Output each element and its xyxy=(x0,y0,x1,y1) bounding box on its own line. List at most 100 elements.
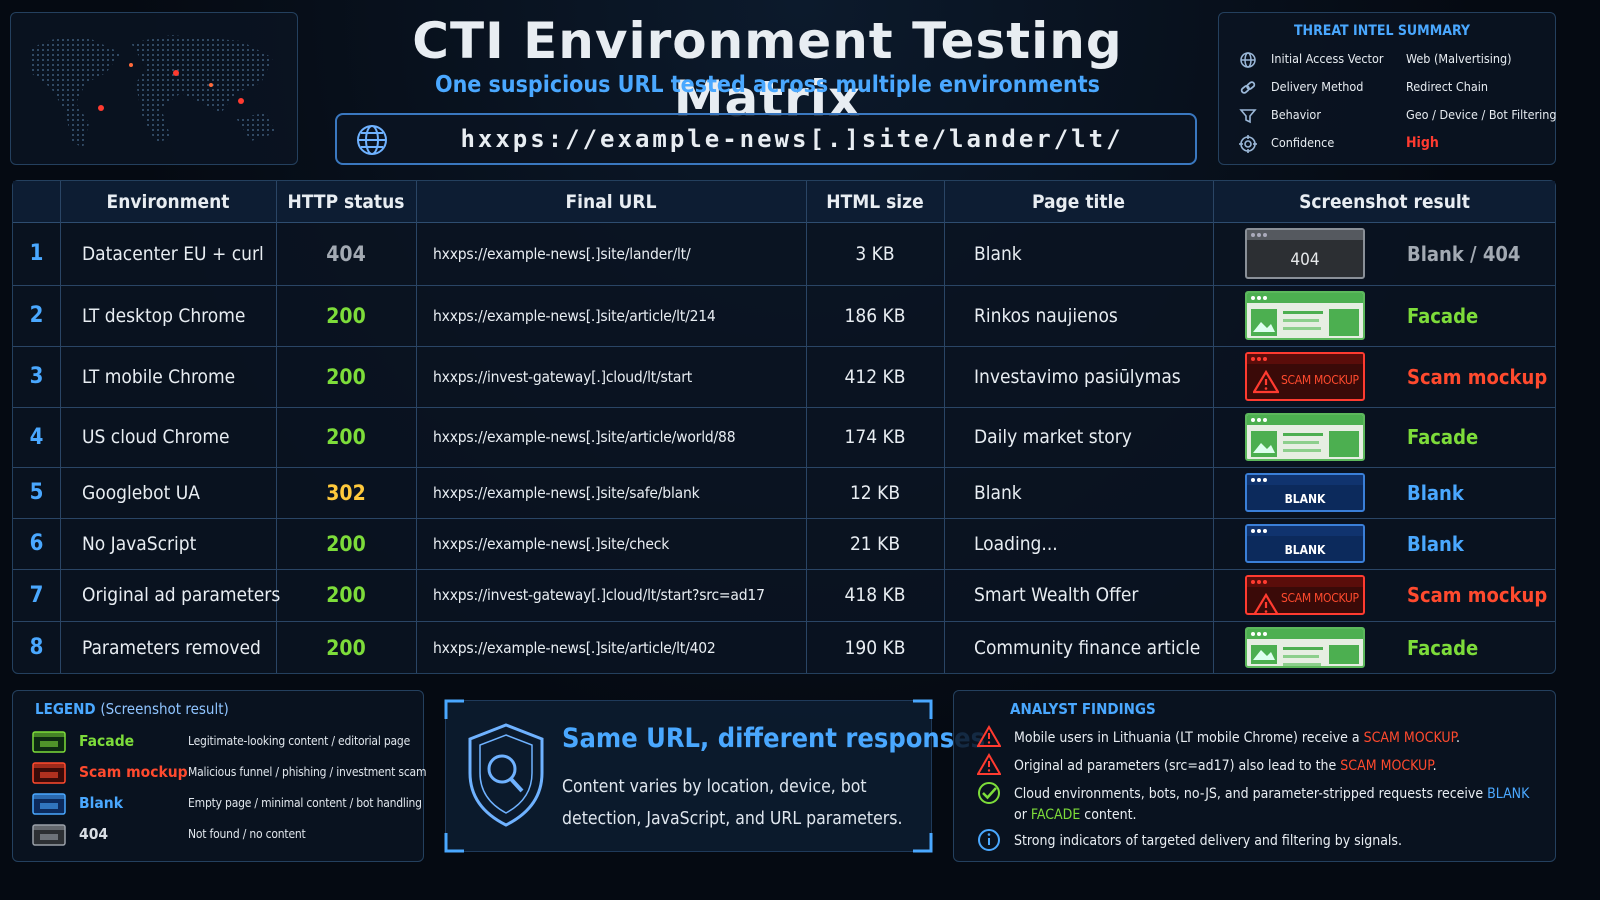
thumb-label: BLANK xyxy=(1284,542,1326,557)
finding-text: Mobile users in Lithuania (LT mobile Chr… xyxy=(1014,728,1534,749)
http-status: 200 xyxy=(326,303,366,328)
column-header: Environment xyxy=(106,190,230,213)
warning-icon xyxy=(1253,370,1279,394)
thumb-label: 404 xyxy=(1290,249,1320,270)
screenshot-thumb xyxy=(1245,291,1365,340)
screenshot-result: Blank xyxy=(1407,480,1464,505)
thumb-bar xyxy=(1247,629,1363,639)
thumb-bar xyxy=(1247,230,1363,240)
shield-icon xyxy=(468,723,544,827)
final-url: hxxps://example-news[.]site/article/lt/4… xyxy=(433,638,716,657)
summary-label: Behavior xyxy=(1271,107,1321,122)
column-divider xyxy=(944,181,945,673)
thumb-bar xyxy=(1247,577,1363,587)
html-size: 174 KB xyxy=(844,426,906,448)
final-url: hxxps://example-news[.]site/safe/blank xyxy=(433,483,700,502)
html-size: 412 KB xyxy=(844,365,906,388)
column-header: Page title xyxy=(1032,190,1125,213)
screenshot-thumb: SCAM MOCKUP xyxy=(1245,575,1365,615)
legend-icon xyxy=(32,762,66,784)
thumb-bar xyxy=(1247,293,1363,303)
page-title: Rinkos naujienos xyxy=(974,304,1118,327)
html-size: 418 KB xyxy=(844,584,906,606)
callout-corners xyxy=(444,699,933,853)
finding-text: Cloud environments, bots, no-JS, and par… xyxy=(1014,784,1534,826)
http-status: 200 xyxy=(326,425,366,449)
row-divider xyxy=(13,407,1555,408)
environment: Googlebot UA xyxy=(82,481,200,504)
page-title: Daily market story xyxy=(974,426,1132,448)
environment: Original ad parameters xyxy=(82,584,281,606)
row-number: 1 xyxy=(29,241,44,266)
finding-highlight: SCAM MOCKUP xyxy=(1363,730,1456,746)
page-title: Smart Wealth Offer xyxy=(974,584,1139,606)
column-divider xyxy=(276,181,277,673)
subtitle: One suspicious URL tested across multipl… xyxy=(434,72,1100,98)
thumb-bar xyxy=(1247,415,1363,425)
http-status: 302 xyxy=(326,480,366,505)
legend-desc: Legitimate-looking content / editorial p… xyxy=(188,734,411,748)
row-number: 8 xyxy=(29,635,44,660)
final-url: hxxps://example-news[.]site/lander/lt/ xyxy=(433,244,691,263)
screenshot-thumb xyxy=(1245,627,1365,668)
thumb-label: SCAM MOCKUP xyxy=(1281,591,1359,605)
title: CTI Environment Testing Matrix xyxy=(412,12,1123,128)
http-status: 200 xyxy=(326,583,366,607)
screenshot-thumb: BLANK xyxy=(1245,473,1365,512)
callout-title: Same URL, different responses xyxy=(562,723,986,754)
column-header: HTML size xyxy=(826,190,924,213)
finding-icon xyxy=(977,725,1001,747)
summary-panel: THREAT INTEL SUMMARY Initial Access Vect… xyxy=(1218,12,1557,165)
summary-icon xyxy=(1240,52,1256,68)
http-status: 200 xyxy=(326,635,366,660)
summary-value: High xyxy=(1406,135,1439,151)
http-status: 404 xyxy=(326,241,366,266)
row-divider xyxy=(13,518,1555,519)
world-map xyxy=(29,35,276,148)
summary-label: Delivery Method xyxy=(1271,79,1364,94)
screenshot-result: Blank xyxy=(1407,531,1464,556)
final-url: hxxps://example-news[.]site/check xyxy=(433,534,670,553)
html-size: 186 KB xyxy=(844,304,906,327)
legend-panel: LEGEND (Screenshot result) Facade Legitim… xyxy=(12,690,426,862)
legend-heading: LEGEND (Screenshot result) xyxy=(35,700,229,718)
legend-name: 404 xyxy=(79,825,109,843)
html-size: 3 KB xyxy=(855,242,895,265)
html-size: 12 KB xyxy=(849,481,901,504)
column-header: Screenshot result xyxy=(1299,190,1470,213)
callout-text: Content varies by location, device, bot … xyxy=(562,777,903,829)
legend-name: Scam mockup xyxy=(79,763,188,781)
finding-segment: Original ad parameters (src=ad17) also l… xyxy=(1014,758,1341,774)
findings-title: ANALYST FINDINGS xyxy=(1010,700,1156,718)
thumb-label: BLANK xyxy=(1284,491,1326,506)
column-header: Final URL xyxy=(565,190,657,213)
screenshot-result: Facade xyxy=(1407,303,1479,328)
thumb-bar xyxy=(1247,354,1363,364)
legend-desc: Not found / no content xyxy=(188,827,306,841)
page-title: Blank xyxy=(974,242,1022,265)
summary-icon xyxy=(1239,109,1257,124)
row-divider xyxy=(13,569,1555,570)
screenshot-result: Facade xyxy=(1407,635,1479,660)
summary-label: Initial Access Vector xyxy=(1271,51,1384,66)
screenshot-result: Facade xyxy=(1407,425,1479,449)
http-status: 200 xyxy=(326,531,366,556)
finding-segment: Mobile users in Lithuania (LT mobile Chr… xyxy=(1014,730,1364,746)
summary-value: Web (Malvertising) xyxy=(1406,51,1512,66)
summary-value: Redirect Chain xyxy=(1406,79,1488,94)
finding-icon xyxy=(978,782,1000,804)
screenshot-thumb: BLANK xyxy=(1245,524,1365,563)
environment: Parameters removed xyxy=(82,636,261,659)
environment: LT desktop Chrome xyxy=(82,304,246,327)
environment: US cloud Chrome xyxy=(82,426,230,448)
legend-desc: Empty page / minimal content / bot handl… xyxy=(188,796,422,810)
page-title: Loading... xyxy=(974,532,1058,555)
finding-highlight: FACADE xyxy=(1030,807,1081,823)
row-number: 6 xyxy=(29,531,44,556)
http-status: 200 xyxy=(326,364,366,389)
url-box: hxxps://example-news[.]site/lander/lt/ xyxy=(335,113,1197,165)
finding-text: Strong indicators of targeted delivery a… xyxy=(1014,831,1534,852)
column-divider xyxy=(806,181,807,673)
row-number: 7 xyxy=(29,582,44,608)
finding-segment: . xyxy=(1432,758,1437,774)
